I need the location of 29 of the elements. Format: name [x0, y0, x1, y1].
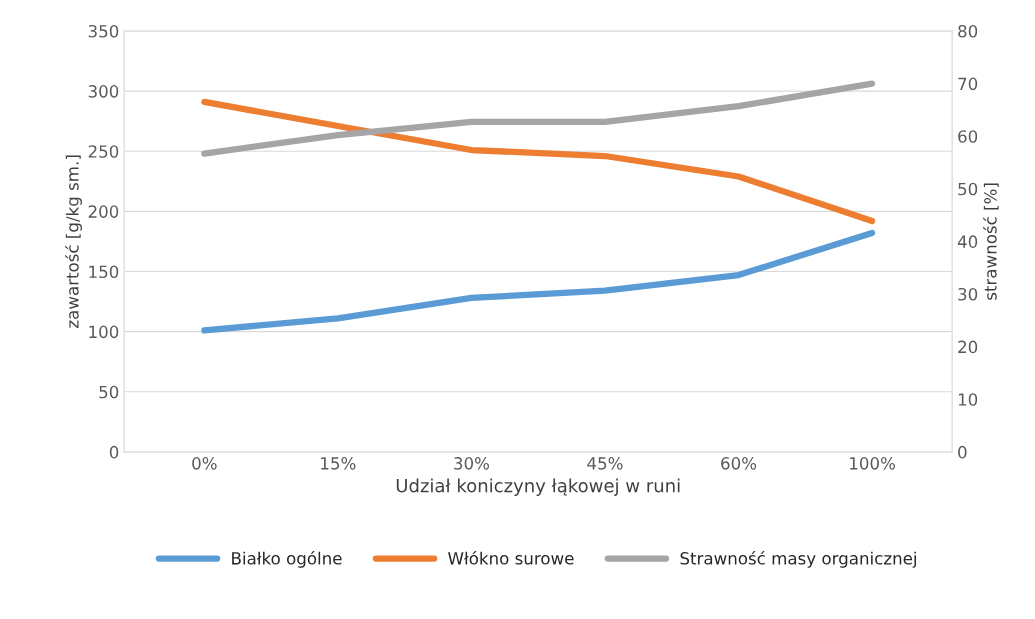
y2-tick-label: 80 — [958, 24, 978, 38]
y2-tick-label: 30 — [958, 287, 978, 301]
x-tick-label: 45% — [587, 457, 623, 470]
x-tick-label: 15% — [321, 457, 356, 470]
y-tick-label: 250 — [88, 145, 119, 158]
y-tick-label: 150 — [89, 265, 119, 279]
y2-tick-label: 10 — [958, 393, 978, 406]
legend-label: Strawność masy organicznej — [680, 551, 916, 568]
y-tick-label: 300 — [88, 85, 119, 98]
y2-tick-label: 40 — [957, 235, 978, 248]
y-tick-label: 350 — [88, 24, 119, 38]
y-tick-label: 50 — [99, 385, 119, 399]
y2-tick-label: 60 — [958, 130, 978, 143]
x-tick-label: 30% — [454, 457, 490, 470]
y2-tick-label: 0 — [958, 445, 967, 459]
y-tick-label: 0 — [109, 445, 119, 459]
y-tick-label: 200 — [88, 205, 119, 218]
y2-tick-label: 20 — [958, 340, 978, 354]
y2-axis-title: strawność [%] — [983, 183, 999, 300]
y2-tick-label: 70 — [958, 77, 978, 91]
x-tick-label: 60% — [721, 457, 757, 470]
x-tick-label: 0% — [192, 457, 217, 470]
x-axis-title: Udział koniczyny łąkowej w runi — [396, 478, 680, 496]
legend-label: Białko ogólne — [232, 551, 342, 568]
y-tick-label: 100 — [89, 325, 119, 339]
y-axis-title: zawartość [g/kg sm.] — [65, 155, 82, 328]
x-tick-label: 100% — [850, 457, 895, 470]
y2-tick-label: 50 — [958, 182, 978, 196]
legend-label: Włókno surowe — [448, 551, 574, 565]
